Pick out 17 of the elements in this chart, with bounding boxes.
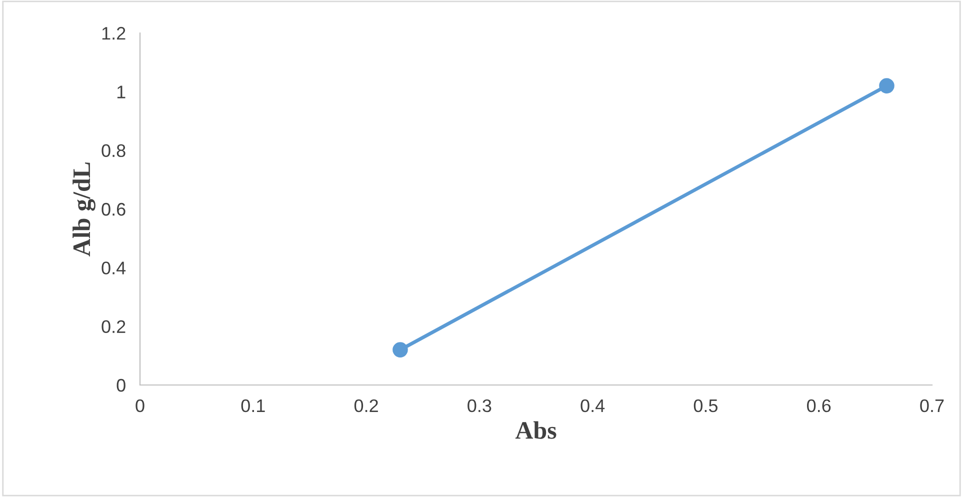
y-tick-label: 0.6 xyxy=(102,202,126,216)
x-tick-label: 0.7 xyxy=(920,399,944,412)
y-tick-label: 0.4 xyxy=(102,262,126,274)
x-tick-label: 0.5 xyxy=(694,399,718,412)
y-tick-label: 0.8 xyxy=(102,144,126,158)
x-tick-label: 0 xyxy=(136,399,144,412)
x-tick-label: 0.2 xyxy=(354,399,378,412)
x-tick-label: 0.4 xyxy=(580,399,605,412)
y-tick-label: 0.2 xyxy=(102,320,126,334)
y-axis-title: Alb g/dL xyxy=(72,162,96,256)
y-tick-label: 1.2 xyxy=(102,26,126,40)
x-tick-label: 0.6 xyxy=(807,399,831,412)
y-tick-label: 0 xyxy=(116,378,126,392)
y-tick-label: 1 xyxy=(117,86,126,98)
x-axis-title: Abs xyxy=(515,421,556,439)
x-tick-label: 0.3 xyxy=(468,399,492,412)
x-tick-label: 0.1 xyxy=(241,399,265,412)
